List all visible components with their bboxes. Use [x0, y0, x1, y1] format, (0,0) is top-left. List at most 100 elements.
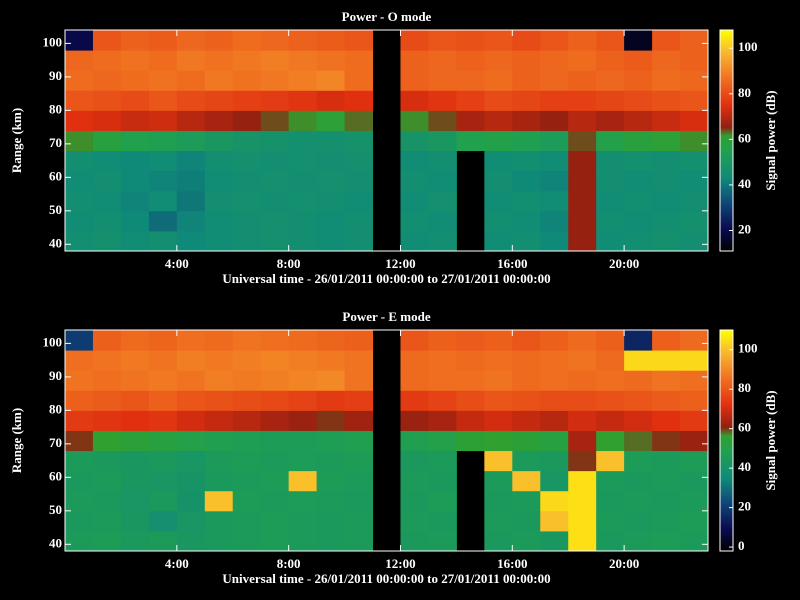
heatmap-cell	[596, 70, 625, 91]
heatmap-cell	[484, 190, 513, 212]
heatmap-cell	[148, 530, 178, 552]
heatmap-cell	[288, 30, 318, 51]
heatmap-cell	[120, 90, 150, 111]
heatmap-cell	[148, 510, 178, 532]
heatmap-cell	[596, 130, 625, 152]
heatmap-cell	[65, 190, 94, 212]
heatmap-cell	[204, 350, 234, 371]
heatmap-cell	[456, 30, 485, 51]
heatmap-cell	[120, 410, 150, 431]
heatmap-cell	[540, 410, 569, 431]
heatmap-cell	[204, 510, 234, 532]
heatmap-cell	[288, 450, 318, 472]
heatmap-cell	[400, 150, 429, 172]
colorbar-tick-label: 80	[738, 380, 751, 395]
heatmap-cell	[652, 410, 681, 431]
heatmap-cell	[512, 430, 541, 452]
heatmap-cell	[512, 110, 541, 131]
heatmap-cell	[512, 370, 541, 391]
heatmap-cell	[288, 350, 318, 371]
heatmap-cell	[568, 210, 597, 232]
heatmap-cell	[652, 190, 681, 212]
heatmap-cell	[400, 510, 429, 532]
heatmap-cell	[428, 330, 457, 351]
heatmap-cell	[148, 370, 178, 391]
heatmap-cell	[344, 50, 374, 71]
heatmap-cell	[92, 450, 122, 472]
heatmap-cell	[176, 30, 206, 51]
heatmap-cell	[540, 30, 569, 51]
heatmap-cell	[568, 510, 597, 532]
heatmap-cell	[568, 370, 597, 391]
y-tick-label: 60	[49, 468, 62, 483]
heatmap-cell	[484, 370, 513, 391]
heatmap-cell	[344, 190, 374, 212]
heatmap-cell	[344, 170, 374, 192]
heatmap-cell	[400, 470, 429, 492]
x-tick-label: 8:00	[277, 256, 301, 271]
heatmap-cell	[512, 390, 541, 411]
heatmap-cell	[204, 70, 234, 91]
heatmap-cell	[232, 490, 262, 512]
heatmap-cell	[120, 30, 150, 51]
heatmap-cell	[652, 370, 681, 391]
heatmap-cell	[260, 50, 290, 71]
heatmap-cell	[288, 230, 318, 252]
heatmap-cell	[316, 350, 346, 371]
heatmap-cell	[624, 150, 653, 172]
heatmap-cell	[232, 370, 262, 391]
heatmap-cell	[680, 350, 709, 371]
heatmap-cell	[540, 450, 569, 472]
heatmap-cell	[568, 450, 597, 472]
heatmap-cell	[288, 170, 318, 192]
heatmap-cell	[344, 390, 374, 411]
heatmap-cell	[148, 70, 178, 91]
heatmap-cell	[232, 410, 262, 431]
y-tick-label: 80	[49, 401, 62, 416]
heatmap-cell	[120, 450, 150, 472]
heatmap-cell	[148, 490, 178, 512]
heatmap-cell	[540, 490, 569, 512]
heatmap-cell	[428, 150, 457, 172]
x-tick-label: 16:00	[497, 556, 527, 571]
heatmap-cell	[120, 350, 150, 371]
heatmap-cell	[680, 370, 709, 391]
heatmap-cell	[596, 170, 625, 192]
heatmap-cell	[260, 130, 290, 152]
y-tick-label: 80	[49, 101, 62, 116]
heatmap-cell	[176, 170, 206, 192]
heatmap-cell	[344, 450, 374, 472]
colorbar-label: Signal power (dB)	[763, 390, 778, 490]
heatmap-cell	[568, 350, 597, 371]
colorbar-tick-label: 60	[738, 130, 751, 145]
heatmap-cell	[316, 70, 346, 91]
heatmap-cell	[65, 330, 94, 351]
heatmap-cell	[120, 110, 150, 131]
heatmap-cell	[120, 390, 150, 411]
heatmap-cell	[456, 90, 485, 111]
heatmap-cell	[288, 210, 318, 232]
heatmap-cell	[456, 70, 485, 91]
heatmap-cell	[400, 490, 429, 512]
heatmap-cell	[92, 190, 122, 212]
heatmap-cell	[652, 50, 681, 71]
heatmap-cell	[400, 370, 429, 391]
heatmap-cell	[176, 370, 206, 391]
heatmap-cell	[484, 30, 513, 51]
heatmap-cell	[65, 90, 94, 111]
heatmap-cell	[260, 350, 290, 371]
heatmap-cell	[148, 390, 178, 411]
heatmap-cell	[596, 350, 625, 371]
heatmap-cell	[120, 510, 150, 532]
heatmap-cell	[204, 370, 234, 391]
heatmap-cell	[540, 330, 569, 351]
heatmap-cell	[148, 190, 178, 212]
heatmap-cell	[624, 130, 653, 152]
heatmap-cell	[456, 130, 485, 152]
heatmap-cell	[596, 430, 625, 452]
heatmap-cell	[568, 490, 597, 512]
heatmap-cell	[512, 150, 541, 172]
heatmap-cell	[120, 190, 150, 212]
heatmap-cell	[176, 390, 206, 411]
heatmap-cell	[680, 190, 709, 212]
